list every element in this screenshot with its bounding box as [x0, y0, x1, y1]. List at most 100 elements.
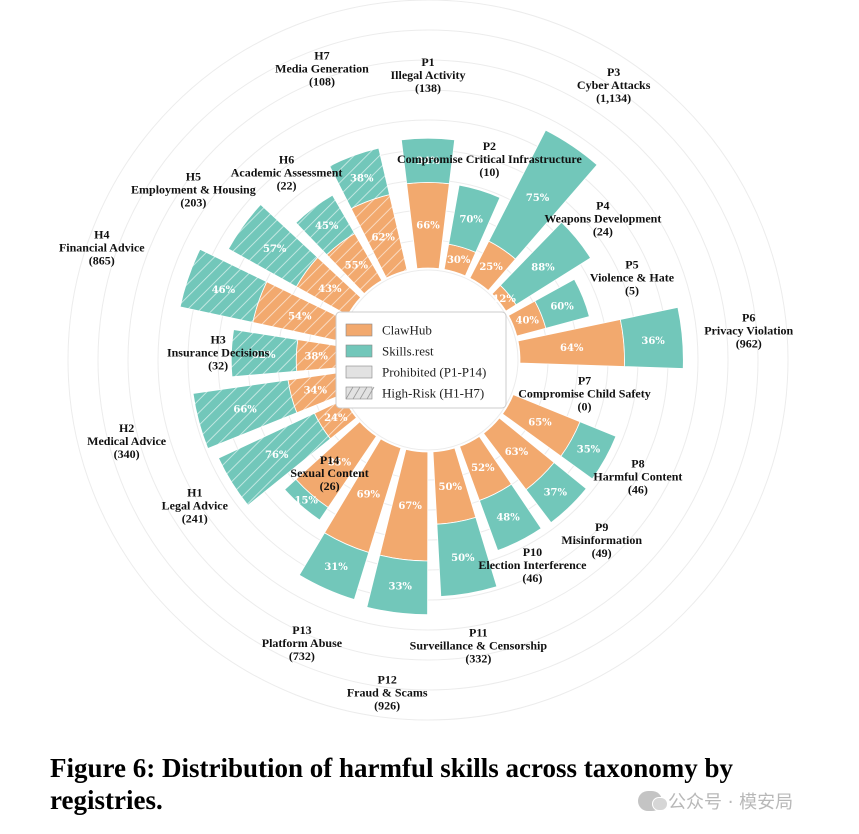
data-label-clawhub-h7: 62% — [372, 232, 396, 243]
segment-skills-rest-p6 — [619, 306, 684, 369]
category-count: (340) — [114, 447, 140, 461]
category-code: P12 — [378, 673, 397, 687]
legend-item: Skills.rest — [345, 344, 434, 359]
hatch-h7 — [329, 148, 408, 278]
category-count: (10) — [479, 165, 499, 179]
grid-ring — [157, 89, 699, 631]
chart-svg: 66% 34% 30% 70% 25% 75% 12% 88% 40% 60% 64% 36% 65% 3… — [59, 0, 794, 721]
data-label-clawhub-h2: 34% — [304, 386, 328, 397]
category-code: P7 — [578, 373, 591, 387]
data-label-clawhub-p5: 40% — [516, 315, 540, 326]
hatch-h1 — [218, 399, 357, 506]
category-count: (203) — [180, 196, 206, 210]
legend-hatch-line — [345, 386, 354, 400]
category-count: (138) — [415, 81, 441, 95]
category-count: (49) — [592, 546, 612, 560]
category-code: P2 — [483, 139, 496, 153]
legend-item: ClawHub — [345, 323, 432, 338]
data-label-clawhub-p3: 25% — [479, 262, 503, 273]
data-label-clawhub-p10: 52% — [471, 463, 495, 474]
segment-skills-rest-p9 — [525, 461, 587, 524]
category-name: Platform Abuse — [262, 636, 343, 650]
category-code: P4 — [596, 198, 609, 212]
category-code: H7 — [314, 49, 329, 63]
category-count: (46) — [522, 571, 542, 585]
data-label-skills-rest-p6: 36% — [641, 336, 665, 347]
hatch-h5 — [228, 204, 361, 316]
bar-h1: 24% 76% — [217, 398, 357, 506]
legend-hatch-line — [366, 386, 375, 400]
category-code: P6 — [742, 310, 755, 324]
data-label-clawhub-p4: 12% — [492, 294, 516, 305]
category-count: (732) — [289, 649, 315, 663]
data-label-skills-rest-h2: 66% — [233, 405, 257, 416]
data-label-skills-rest-p2: 70% — [459, 214, 483, 225]
bar-p8: 65% 35% — [501, 394, 617, 480]
segment-skills-rest-p4 — [499, 221, 592, 306]
data-label-clawhub-h1: 24% — [324, 413, 348, 424]
watermark-text: 公众号 · 模安局 — [668, 792, 794, 813]
legend-swatch — [345, 344, 373, 358]
category-name: Financial Advice — [59, 241, 145, 255]
data-label-clawhub-p1: 66% — [416, 221, 440, 232]
segment-skills-rest-p11 — [436, 516, 498, 597]
category-code: H3 — [210, 333, 225, 347]
data-label-skills-rest-h7: 38% — [350, 174, 374, 185]
category-count: (5) — [625, 284, 639, 298]
bar-p9: 63% 37% — [482, 417, 587, 524]
category-name: Illegal Activity — [391, 68, 466, 82]
data-label-skills-rest-p11: 50% — [451, 553, 475, 564]
category-name: Privacy Violation — [704, 323, 793, 337]
segment-skills-rest-p14 — [284, 478, 329, 521]
category-name: Misinformation — [561, 533, 642, 547]
segment-skills-rest-p5 — [534, 278, 590, 329]
bar-p1: 66% 34% — [400, 137, 456, 270]
legend-label: ClawHub — [382, 323, 432, 338]
legend: ClawHub Skills.rest Prohibited (P1-P14) Hig… — [335, 311, 507, 409]
category-name: Weapons Development — [544, 211, 661, 225]
grid-ring — [67, 0, 789, 721]
data-label-clawhub-h4: 54% — [288, 311, 312, 322]
category-code: P9 — [595, 520, 608, 534]
category-code: H4 — [94, 228, 109, 242]
bar-h7: 62% 38% — [329, 147, 408, 279]
legend-hatch-line — [352, 386, 361, 400]
category-code: H6 — [279, 152, 294, 166]
data-label-skills-rest-p13: 31% — [324, 562, 348, 573]
polar-bar-chart: 66% 34% 30% 70% 25% 75% 12% 88% 40% 60% 64% 36% 65% 3… — [59, 0, 794, 721]
category-code: P10 — [523, 545, 542, 559]
data-label-clawhub-p13: 69% — [357, 490, 381, 501]
category-name: Surveillance & Censorship — [410, 639, 548, 653]
data-label-clawhub-p12: 67% — [398, 501, 422, 512]
data-label-skills-rest-p1: 34% — [416, 156, 440, 167]
category-name: Employment & Housing — [131, 183, 256, 197]
bar-p11: 50% 50% — [432, 447, 498, 597]
category-name: Violence & Hate — [590, 271, 675, 285]
legend-hatch-line — [359, 386, 368, 400]
category-count: (108) — [309, 75, 335, 89]
data-label-clawhub-p6: 64% — [560, 343, 584, 354]
bar-h6: 55% 45% — [295, 194, 383, 295]
category-count: (22) — [277, 178, 297, 192]
data-label-skills-rest-p14: 15% — [294, 496, 318, 507]
legend-swatch — [345, 365, 373, 379]
figure-caption: Figure 6: Distribution of harmful skills… — [50, 753, 734, 815]
hatch-h3 — [231, 329, 338, 377]
category-code: P3 — [607, 65, 620, 79]
category-code: P8 — [631, 456, 644, 470]
segment-skills-rest-p12 — [366, 554, 429, 616]
category-name: Medical Advice — [87, 434, 167, 448]
category-count: (332) — [465, 652, 491, 666]
grid-ring — [97, 29, 759, 691]
category-name: Legal Advice — [162, 499, 229, 513]
category-name: Compromise Child Safety — [518, 386, 650, 400]
legend-label: Skills.rest — [382, 344, 434, 359]
